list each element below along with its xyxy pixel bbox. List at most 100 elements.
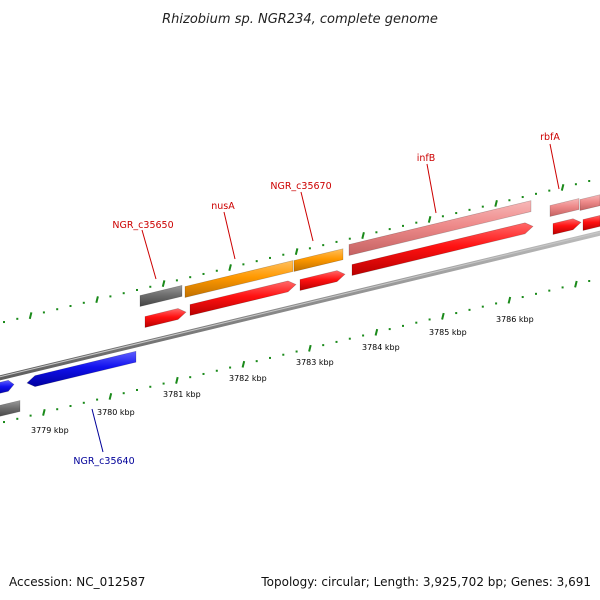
gene-block-ngr-c35670[interactable] xyxy=(293,248,344,272)
gene-arrow-infb-cds[interactable] xyxy=(351,222,534,276)
scale-label: 3782 kbp xyxy=(229,374,267,383)
upper-tick-row xyxy=(3,180,591,324)
gene-label-leaders xyxy=(91,143,560,453)
minor-tick xyxy=(42,311,45,314)
gene-features xyxy=(0,194,600,418)
minor-tick xyxy=(402,224,404,227)
major-tick xyxy=(108,392,113,400)
minor-tick xyxy=(122,292,125,295)
minor-tick xyxy=(322,344,325,347)
gene-label-ngr-c35670[interactable]: NGR_c35670 xyxy=(270,181,331,192)
major-tick xyxy=(161,280,166,288)
gene-label-nusa[interactable]: nusA xyxy=(211,201,235,212)
minor-tick xyxy=(215,369,218,372)
gene-block-infb[interactable] xyxy=(348,200,532,256)
gene-arrow-ngr-c35670-cds[interactable] xyxy=(299,270,346,291)
minor-tick xyxy=(428,318,431,321)
major-tick xyxy=(507,296,512,304)
minor-tick xyxy=(388,328,391,331)
minor-tick xyxy=(481,305,484,308)
gene-arrow-ngr-c35640[interactable] xyxy=(26,350,137,387)
minor-tick xyxy=(521,296,524,299)
gene-block-nusa[interactable] xyxy=(184,260,294,298)
minor-tick xyxy=(588,180,591,183)
minor-tick xyxy=(162,382,165,385)
minor-tick xyxy=(122,392,125,395)
minor-tick xyxy=(521,196,524,199)
minor-tick xyxy=(508,199,511,202)
minor-tick xyxy=(295,350,298,353)
minor-tick xyxy=(3,321,5,324)
gene-block-left-edge[interactable] xyxy=(0,400,21,418)
gene-arrow-rbfa-cds[interactable] xyxy=(552,218,582,235)
minor-tick xyxy=(69,405,72,408)
minor-tick xyxy=(308,247,311,250)
major-tick xyxy=(42,408,46,416)
minor-tick xyxy=(282,353,285,356)
minor-tick xyxy=(16,317,19,320)
gene-label-ngr-c35650[interactable]: NGR_c35650 xyxy=(112,220,173,231)
gene-block-ngr-c35650[interactable] xyxy=(139,285,183,307)
minor-tick xyxy=(69,305,72,308)
minor-tick xyxy=(56,408,59,411)
gene-arrow-nusa-cds[interactable] xyxy=(189,280,297,316)
minor-tick xyxy=(175,279,178,282)
minor-tick xyxy=(255,260,258,263)
minor-tick xyxy=(56,308,59,311)
gene-label-ngr-c35640[interactable]: NGR_c35640 xyxy=(73,456,134,467)
gene-labels: NGR_c35650 nusA NGR_c35670 infB rbfA NGR… xyxy=(73,132,560,467)
minor-tick xyxy=(189,376,192,379)
minor-tick xyxy=(82,301,85,304)
major-tick xyxy=(95,296,99,304)
scale-tick-rows xyxy=(3,180,591,424)
minor-tick xyxy=(29,414,32,417)
scale-label: 3779 kbp xyxy=(31,426,69,435)
gene-label-rbfa[interactable]: rbfA xyxy=(540,132,560,143)
minor-tick xyxy=(468,208,471,211)
minor-tick xyxy=(388,228,391,231)
major-tick xyxy=(574,280,578,288)
minor-tick xyxy=(335,340,338,343)
major-tick xyxy=(175,376,179,384)
minor-tick xyxy=(561,286,564,289)
gene-block-rbfa[interactable] xyxy=(549,198,580,217)
minor-tick xyxy=(441,215,444,218)
major-tick xyxy=(560,183,565,191)
scale-label: 3780 kbp xyxy=(97,408,135,417)
minor-tick xyxy=(82,401,85,404)
scale-label: 3786 kbp xyxy=(496,315,534,324)
gene-arrow-ngr-c35650-cds[interactable] xyxy=(144,308,187,328)
scale-label: 3781 kbp xyxy=(163,390,201,399)
minor-tick xyxy=(202,372,205,375)
genome-summary-text: Topology: circular; Length: 3,925,702 bp… xyxy=(260,575,591,589)
minor-tick xyxy=(348,237,351,240)
major-tick xyxy=(294,248,299,255)
gene-label-infb[interactable]: infB xyxy=(417,153,436,164)
minor-tick xyxy=(202,272,205,275)
scale-label: 3783 kbp xyxy=(296,358,334,367)
minor-tick xyxy=(535,192,537,195)
minor-tick xyxy=(229,366,232,369)
minor-tick xyxy=(282,253,285,256)
major-tick xyxy=(241,360,246,368)
minor-tick xyxy=(548,189,551,192)
gene-block-next[interactable] xyxy=(579,194,600,211)
minor-tick xyxy=(16,417,19,420)
gene-arrow-left-edge[interactable] xyxy=(0,379,15,394)
scale-label: 3784 kbp xyxy=(362,343,400,352)
major-tick xyxy=(441,312,445,320)
map-title: Rhizobium sp. NGR234, complete genome xyxy=(162,12,438,27)
minor-tick xyxy=(468,308,471,311)
minor-tick xyxy=(255,360,258,363)
minor-tick xyxy=(415,321,418,324)
minor-tick xyxy=(348,337,351,340)
gene-arrow-next-cds[interactable] xyxy=(582,215,600,231)
major-tick xyxy=(494,200,498,207)
major-tick xyxy=(427,216,432,223)
lower-tick-row xyxy=(3,280,591,424)
minor-tick xyxy=(495,302,498,305)
minor-tick xyxy=(215,269,218,272)
minor-tick xyxy=(574,183,577,186)
minor-tick xyxy=(189,276,192,279)
